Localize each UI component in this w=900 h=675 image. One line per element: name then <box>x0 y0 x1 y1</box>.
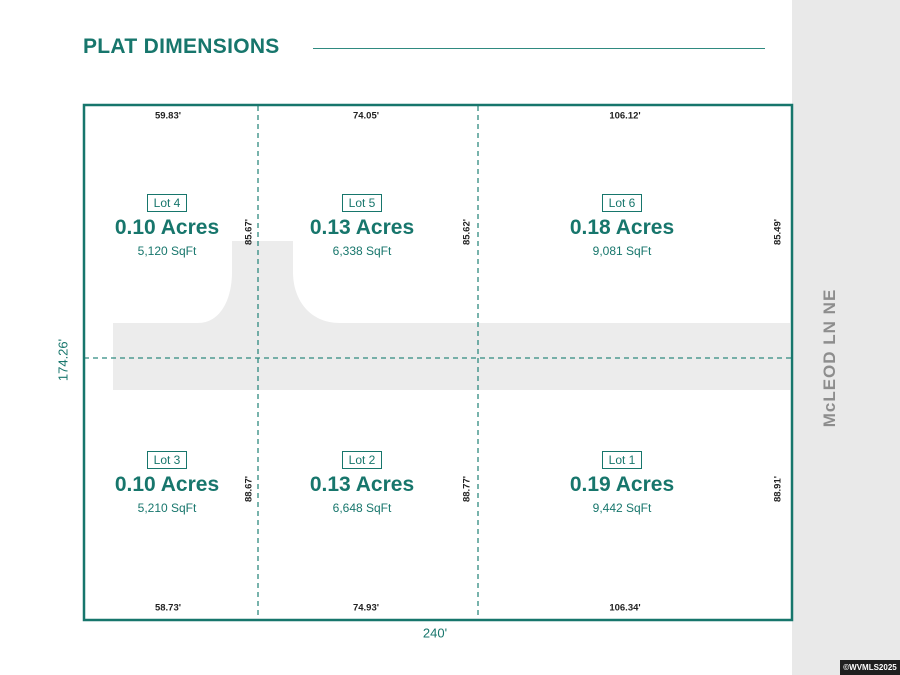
lot-sqft: 5,210 SqFt <box>137 501 197 515</box>
lot-acres: 0.19 Acres <box>569 473 675 496</box>
lot-label: Lot 6 <box>601 194 643 212</box>
lot-2: Lot 2 0.13 Acres 6,648 SqFt <box>272 451 452 515</box>
page-title: PLAT DIMENSIONS <box>83 35 280 58</box>
lot-sqft: 5,120 SqFt <box>137 244 197 258</box>
overall-width-dimension: 240' <box>422 625 448 641</box>
top-dimension-lot-6: 106.12' <box>609 110 641 122</box>
lot-acres: 0.10 Acres <box>114 216 220 239</box>
lot-label: Lot 1 <box>601 451 643 469</box>
side-dimension-lot-6-east: 85.49' <box>772 218 784 246</box>
copyright-badge: ©WVMLS2025 <box>840 660 900 675</box>
lot-3: Lot 3 0.10 Acres 5,210 SqFt <box>77 451 257 515</box>
lot-4: Lot 4 0.10 Acres 5,120 SqFt <box>77 194 257 258</box>
lot-acres: 0.13 Acres <box>309 473 415 496</box>
overall-depth-dimension: 174.26' <box>55 338 71 382</box>
street-name: McLEOD LN NE <box>820 288 839 428</box>
top-dimension-lot-4: 59.83' <box>154 110 182 122</box>
title-divider <box>313 48 765 49</box>
lot-1: Lot 1 0.19 Acres 9,442 SqFt <box>532 451 712 515</box>
side-dimension-lot-2-1: 88.77' <box>461 475 473 503</box>
lot-acres: 0.10 Acres <box>114 473 220 496</box>
lot-label: Lot 5 <box>341 194 383 212</box>
side-dimension-lot-1-east: 88.91' <box>772 475 784 503</box>
property-boundary <box>82 103 794 622</box>
side-dimension-lot-5-6: 85.62' <box>461 218 473 246</box>
bottom-dimension-lot-3: 58.73' <box>154 602 182 614</box>
lot-sqft: 9,442 SqFt <box>592 501 652 515</box>
lot-6: Lot 6 0.18 Acres 9,081 SqFt <box>532 194 712 258</box>
bottom-dimension-lot-2: 74.93' <box>352 602 380 614</box>
lot-acres: 0.18 Acres <box>569 216 675 239</box>
lot-label: Lot 2 <box>341 451 383 469</box>
lot-label: Lot 4 <box>146 194 188 212</box>
lot-sqft: 6,338 SqFt <box>332 244 392 258</box>
lot-label: Lot 3 <box>146 451 188 469</box>
top-dimension-lot-5: 74.05' <box>352 110 380 122</box>
lot-sqft: 6,648 SqFt <box>332 501 392 515</box>
easement-area <box>113 241 790 390</box>
street-band <box>792 0 900 675</box>
lot-sqft: 9,081 SqFt <box>592 244 652 258</box>
lot-5: Lot 5 0.13 Acres 6,338 SqFt <box>272 194 452 258</box>
bottom-dimension-lot-1: 106.34' <box>609 602 641 614</box>
lot-acres: 0.13 Acres <box>309 216 415 239</box>
